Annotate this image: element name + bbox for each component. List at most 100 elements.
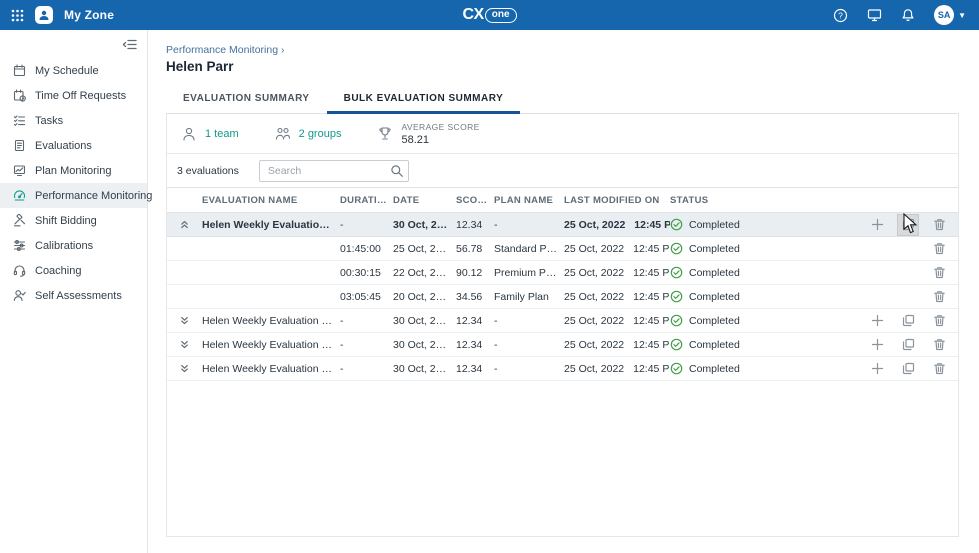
summary-bar: 1 team 2 groups AVERAGE SCORE 58.21: [167, 114, 958, 154]
copy-icon[interactable]: [898, 335, 918, 355]
groups-count-label[interactable]: 2 groups: [298, 127, 342, 140]
sidebar-item-performance-monitoring[interactable]: Performance Monitoring: [0, 183, 152, 208]
row-actions: [858, 311, 958, 331]
cell-plan-name: -: [494, 314, 498, 327]
completed-check-icon: [670, 290, 683, 303]
add-evaluation-icon[interactable]: [867, 311, 887, 331]
sidebar-item-label: Calibrations: [35, 239, 94, 252]
cell-duration: -: [340, 338, 344, 351]
help-icon[interactable]: ?: [833, 8, 848, 23]
person-check-icon: [13, 290, 26, 302]
notifications-bell-icon[interactable]: [901, 8, 915, 23]
header-score: SCORE: [456, 194, 492, 206]
delete-icon[interactable]: [929, 215, 949, 235]
team-count-label[interactable]: 1 team: [205, 127, 239, 140]
add-evaluation-icon[interactable]: [867, 335, 887, 355]
sidebar-item-evaluations[interactable]: Evaluations: [0, 133, 147, 158]
tab-bar: EVALUATION SUMMARY BULK EVALUATION SUMMA…: [166, 85, 959, 114]
row-actions: [858, 263, 958, 283]
sidebar-item-label: Self Assessments: [35, 289, 122, 302]
headset-icon: [13, 265, 26, 277]
sliders-icon: [13, 240, 26, 251]
status-label: Completed: [689, 290, 740, 303]
delete-icon[interactable]: [929, 335, 949, 355]
search-box: [258, 159, 409, 182]
breadcrumb-link[interactable]: Performance Monitoring: [166, 44, 279, 56]
delete-icon[interactable]: [929, 359, 949, 379]
sidebar-item-self-assessments[interactable]: Self Assessments: [0, 283, 147, 308]
row-actions: [858, 335, 958, 355]
cell-duration: 03:05:45: [340, 290, 381, 303]
document-icon: [14, 139, 25, 152]
sidebar-item-label: Shift Bidding: [35, 214, 97, 227]
delete-icon[interactable]: [929, 287, 949, 307]
expand-row-icon[interactable]: [167, 363, 202, 374]
trophy-icon: [379, 126, 392, 140]
table-row[interactable]: Helen Weekly Evaluation - June... - 30 O…: [167, 213, 958, 237]
cell-evaluation-name: Helen Weekly Evaluation - June 20: [202, 314, 340, 327]
sidebar-item-shift-bidding[interactable]: Shift Bidding: [0, 208, 147, 233]
sidebar-item-time-off-requests[interactable]: Time Off Requests: [0, 83, 147, 108]
table-row[interactable]: 01:45:00 25 Oct, 2022 56.78 Standard Pla…: [167, 237, 958, 261]
row-actions: [858, 359, 958, 379]
average-score-block: AVERAGE SCORE 58.21: [377, 122, 479, 146]
sidebar-item-coaching[interactable]: Coaching: [0, 258, 147, 283]
cell-score: 90.12: [456, 266, 483, 279]
sidebar-item-label: Performance Monitoring: [35, 189, 153, 202]
cxone-logo-cx: CX: [462, 6, 484, 23]
sidebar-item-plan-monitoring[interactable]: Plan Monitoring: [0, 158, 147, 183]
delete-icon[interactable]: [929, 263, 949, 283]
completed-check-icon: [670, 218, 683, 231]
sidebar-item-tasks[interactable]: Tasks: [0, 108, 147, 133]
average-score-value: 58.21: [401, 133, 429, 146]
copy-icon[interactable]: [898, 359, 918, 379]
delete-icon[interactable]: [929, 239, 949, 259]
search-icon[interactable]: [390, 164, 404, 178]
cell-status: Completed: [670, 242, 858, 255]
my-zone-logo-icon[interactable]: [35, 6, 53, 24]
team-filter[interactable]: 1 team: [181, 126, 239, 142]
app-launcher-icon[interactable]: [11, 9, 24, 22]
breadcrumb[interactable]: Performance Monitoring ›: [166, 44, 959, 56]
table-row[interactable]: Helen Weekly Evaluation - June 20 - 30 O…: [167, 333, 958, 357]
cxone-logo: CX one: [462, 6, 517, 24]
table-row[interactable]: Helen Weekly Evaluation - June 20 - 30 O…: [167, 357, 958, 381]
tab-evaluation-summary[interactable]: EVALUATION SUMMARY: [183, 93, 310, 104]
row-actions: [858, 213, 958, 236]
row-actions: [858, 287, 958, 307]
table-row[interactable]: Helen Weekly Evaluation - June 20 - 30 O…: [167, 309, 958, 333]
collapse-row-icon[interactable]: [167, 219, 202, 230]
sidebar-item-label: My Schedule: [35, 64, 99, 77]
agent-monitor-icon[interactable]: [867, 8, 882, 22]
sidebar-item-calibrations[interactable]: Calibrations: [0, 233, 147, 258]
user-menu[interactable]: SA ▼: [934, 5, 966, 25]
tab-bulk-evaluation-summary[interactable]: BULK EVALUATION SUMMARY: [326, 85, 521, 114]
groups-filter[interactable]: 2 groups: [275, 126, 342, 142]
cell-score: 12.34: [456, 362, 483, 375]
table-row[interactable]: 03:05:45 20 Oct, 2022 34.56 Family Plan …: [167, 285, 958, 309]
cell-duration: -: [340, 218, 344, 231]
status-label: Completed: [689, 314, 740, 327]
cell-score: 34.56: [456, 290, 483, 303]
table-toolbar: 3 evaluations: [167, 154, 958, 187]
expand-row-icon[interactable]: [167, 315, 202, 326]
sidebar-item-my-schedule[interactable]: My Schedule: [0, 58, 147, 83]
avatar[interactable]: SA: [934, 5, 955, 25]
delete-icon[interactable]: [929, 311, 949, 331]
expand-row-icon[interactable]: [167, 339, 202, 350]
add-evaluation-icon[interactable]: [867, 215, 887, 235]
header-evaluation-name: EVALUATION NAME: [202, 194, 298, 206]
cell-score: 56.78: [456, 242, 483, 255]
sidebar-collapse-icon[interactable]: [122, 38, 137, 51]
copy-icon[interactable]: [897, 213, 919, 236]
search-input[interactable]: [258, 159, 409, 182]
table-row[interactable]: 00:30:15 22 Oct, 2022 90.12 Premium Plan…: [167, 261, 958, 285]
sidebar-item-label: Evaluations: [35, 139, 92, 152]
add-evaluation-icon[interactable]: [867, 359, 887, 379]
completed-check-icon: [670, 242, 683, 255]
copy-icon[interactable]: [898, 311, 918, 331]
cell-duration: -: [340, 362, 344, 375]
